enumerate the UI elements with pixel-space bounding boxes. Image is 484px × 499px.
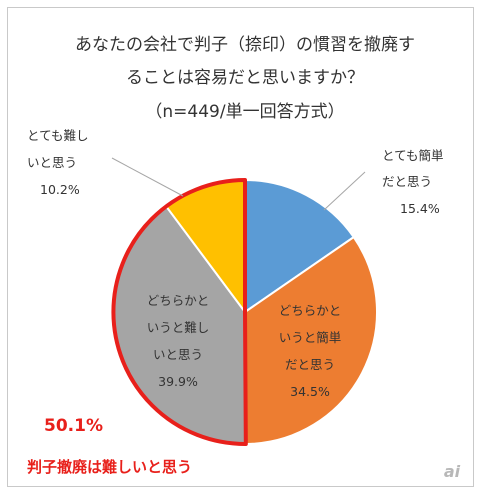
- leader-line-very-difficult: [111, 157, 184, 197]
- highlight-value: 50.1%: [44, 416, 103, 436]
- slice-value-somewhat-easy: 34.5%: [290, 384, 330, 399]
- slice-value-very-easy: 15.4%: [400, 201, 440, 216]
- slice-label-somewhat-easy-line-3: だと思う: [285, 357, 335, 372]
- slice-value-very-difficult: 10.2%: [40, 182, 80, 197]
- pie-slice-somewhat-easy: [243, 235, 378, 446]
- slice-label-somewhat-difficult-line-1: どちらかと: [147, 293, 210, 308]
- leader-line-very-easy: [323, 171, 366, 211]
- slice-label-very-difficult-line-1: とても難し: [27, 128, 89, 143]
- watermark-logo: ai: [444, 462, 461, 481]
- pie-slice-very-easy: [244, 178, 356, 314]
- slice-value-somewhat-difficult: 39.9%: [158, 374, 198, 389]
- slice-label-somewhat-easy-line-1: どちらかと: [279, 303, 342, 318]
- chart-title-line-1: あなたの会社で判子（捺印）の慣習を撤廃す: [75, 35, 415, 55]
- slice-label-somewhat-difficult-line-3: いと思う: [153, 347, 203, 362]
- slice-label-somewhat-easy-line-2: いうと簡単: [279, 330, 342, 345]
- slice-label-somewhat-difficult-line-2: いうと難し: [147, 320, 210, 335]
- chart-title-line-2: ることは容易だと思いますか？: [126, 68, 364, 88]
- chart-title-line-3: （n=449/単一回答方式）: [145, 102, 344, 122]
- difficult-highlight-outline: [111, 178, 248, 447]
- highlight-label: 判子撤廃は難しいと思う: [27, 458, 192, 476]
- slice-label-very-easy-line-2: だと思う: [382, 174, 432, 189]
- slice-label-very-easy-line-1: とても簡単: [382, 148, 444, 163]
- slice-label-very-difficult-line-2: いと思う: [27, 155, 77, 170]
